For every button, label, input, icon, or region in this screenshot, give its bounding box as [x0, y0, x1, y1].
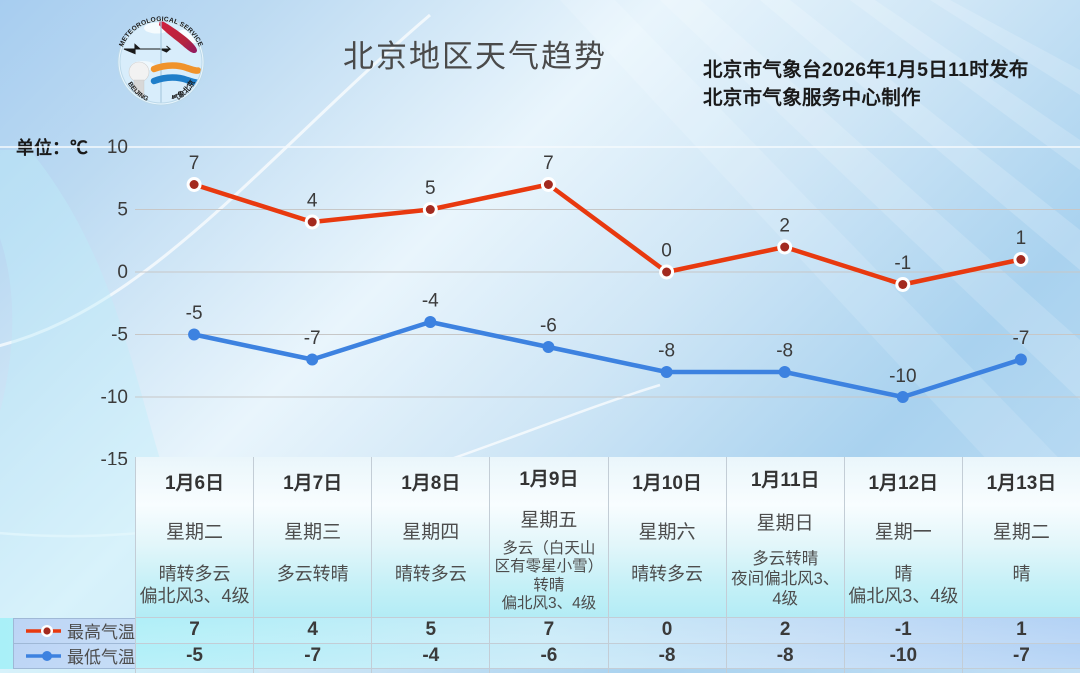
svg-text:-10: -10 — [889, 366, 916, 387]
svg-text:-7: -7 — [304, 328, 321, 349]
svg-text:0: 0 — [117, 262, 128, 283]
svg-text:7: 7 — [189, 153, 200, 174]
svg-text:2: 2 — [779, 216, 790, 237]
svg-text:10: 10 — [107, 137, 128, 158]
svg-text:1: 1 — [1016, 228, 1027, 249]
svg-text:-7: -7 — [1012, 328, 1029, 349]
svg-text:-10: -10 — [101, 387, 128, 408]
svg-text:-8: -8 — [658, 341, 675, 362]
svg-text:-1: -1 — [894, 253, 911, 274]
svg-text:4: 4 — [307, 191, 318, 212]
svg-text:-4: -4 — [422, 291, 439, 312]
svg-text:5: 5 — [117, 200, 128, 221]
svg-text:-6: -6 — [540, 316, 557, 337]
svg-text:0: 0 — [661, 241, 672, 262]
svg-text:-5: -5 — [186, 303, 203, 324]
svg-text:5: 5 — [425, 178, 436, 199]
svg-text:7: 7 — [543, 153, 554, 174]
svg-text:-8: -8 — [776, 341, 793, 362]
svg-text:-5: -5 — [111, 325, 128, 346]
